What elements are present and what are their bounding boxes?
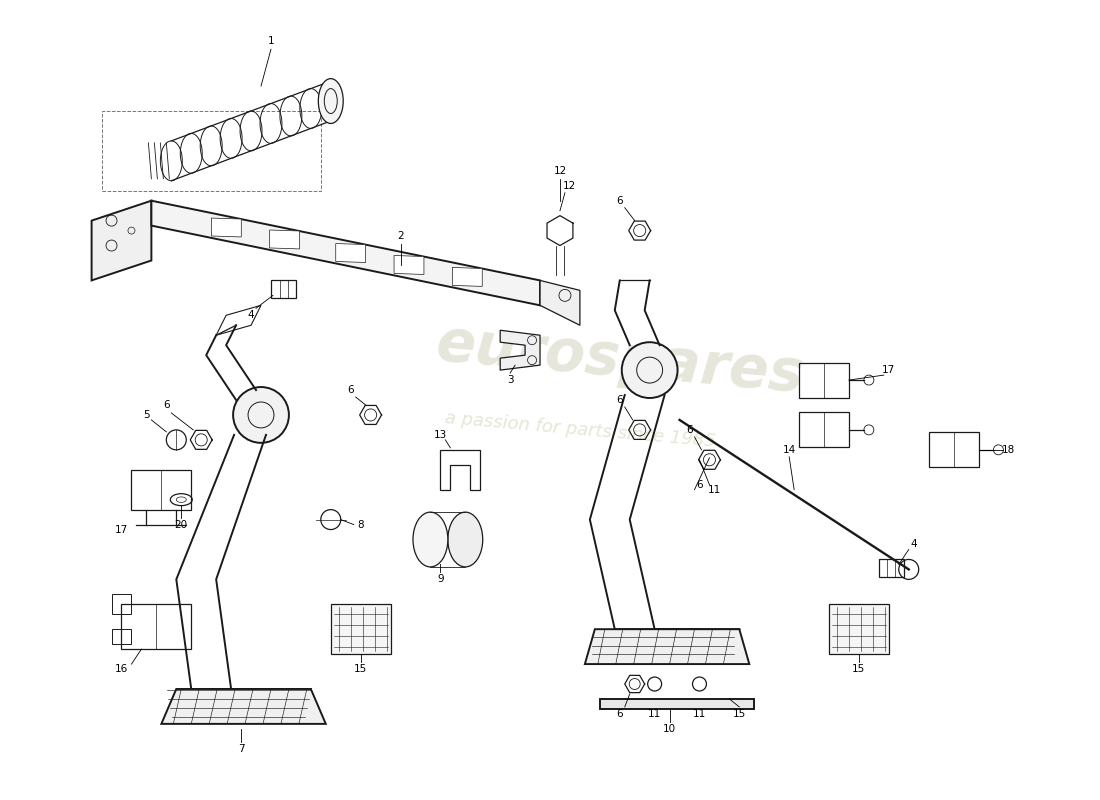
Text: 9: 9 bbox=[437, 574, 443, 584]
Text: 7: 7 bbox=[238, 744, 244, 754]
Text: 18: 18 bbox=[1002, 445, 1015, 455]
Ellipse shape bbox=[318, 78, 343, 123]
Text: 17: 17 bbox=[882, 365, 895, 375]
Text: 6: 6 bbox=[616, 196, 623, 206]
Polygon shape bbox=[500, 330, 540, 370]
Text: 6: 6 bbox=[616, 395, 623, 405]
Text: 6: 6 bbox=[696, 480, 703, 490]
Polygon shape bbox=[336, 243, 365, 262]
Circle shape bbox=[621, 342, 678, 398]
Polygon shape bbox=[91, 201, 152, 281]
Polygon shape bbox=[394, 255, 424, 274]
Text: 5: 5 bbox=[143, 410, 150, 420]
Text: 12: 12 bbox=[563, 181, 576, 190]
Polygon shape bbox=[540, 281, 580, 326]
Text: 11: 11 bbox=[648, 709, 661, 719]
Text: 4: 4 bbox=[911, 539, 917, 550]
Text: a passion for parts since 1985: a passion for parts since 1985 bbox=[443, 409, 716, 450]
Polygon shape bbox=[152, 201, 540, 306]
Text: 16: 16 bbox=[114, 664, 128, 674]
Polygon shape bbox=[331, 604, 390, 654]
Text: 13: 13 bbox=[433, 430, 447, 440]
Text: 17: 17 bbox=[114, 525, 128, 534]
Text: 15: 15 bbox=[354, 664, 367, 674]
Polygon shape bbox=[270, 230, 299, 249]
Polygon shape bbox=[162, 689, 326, 724]
Polygon shape bbox=[600, 699, 755, 709]
Text: 15: 15 bbox=[733, 709, 746, 719]
Text: 6: 6 bbox=[163, 400, 169, 410]
Text: 4: 4 bbox=[248, 310, 254, 320]
Text: 6: 6 bbox=[348, 385, 354, 395]
Text: eurospares: eurospares bbox=[433, 316, 806, 405]
Text: 10: 10 bbox=[663, 724, 676, 734]
Text: 6: 6 bbox=[686, 425, 693, 435]
Text: 15: 15 bbox=[852, 664, 866, 674]
Ellipse shape bbox=[448, 512, 483, 567]
Text: 11: 11 bbox=[693, 709, 706, 719]
Text: 11: 11 bbox=[707, 485, 722, 494]
Text: 12: 12 bbox=[553, 166, 566, 176]
Polygon shape bbox=[452, 267, 482, 286]
Text: 2: 2 bbox=[397, 230, 404, 241]
Text: 1: 1 bbox=[267, 36, 274, 46]
Ellipse shape bbox=[412, 512, 448, 567]
Text: 3: 3 bbox=[507, 375, 514, 385]
Text: 20: 20 bbox=[175, 519, 188, 530]
Polygon shape bbox=[829, 604, 889, 654]
Polygon shape bbox=[585, 630, 749, 664]
Polygon shape bbox=[211, 218, 241, 237]
Circle shape bbox=[233, 387, 289, 443]
Text: 6: 6 bbox=[616, 709, 623, 719]
Text: 14: 14 bbox=[782, 445, 795, 455]
Text: 8: 8 bbox=[358, 519, 364, 530]
